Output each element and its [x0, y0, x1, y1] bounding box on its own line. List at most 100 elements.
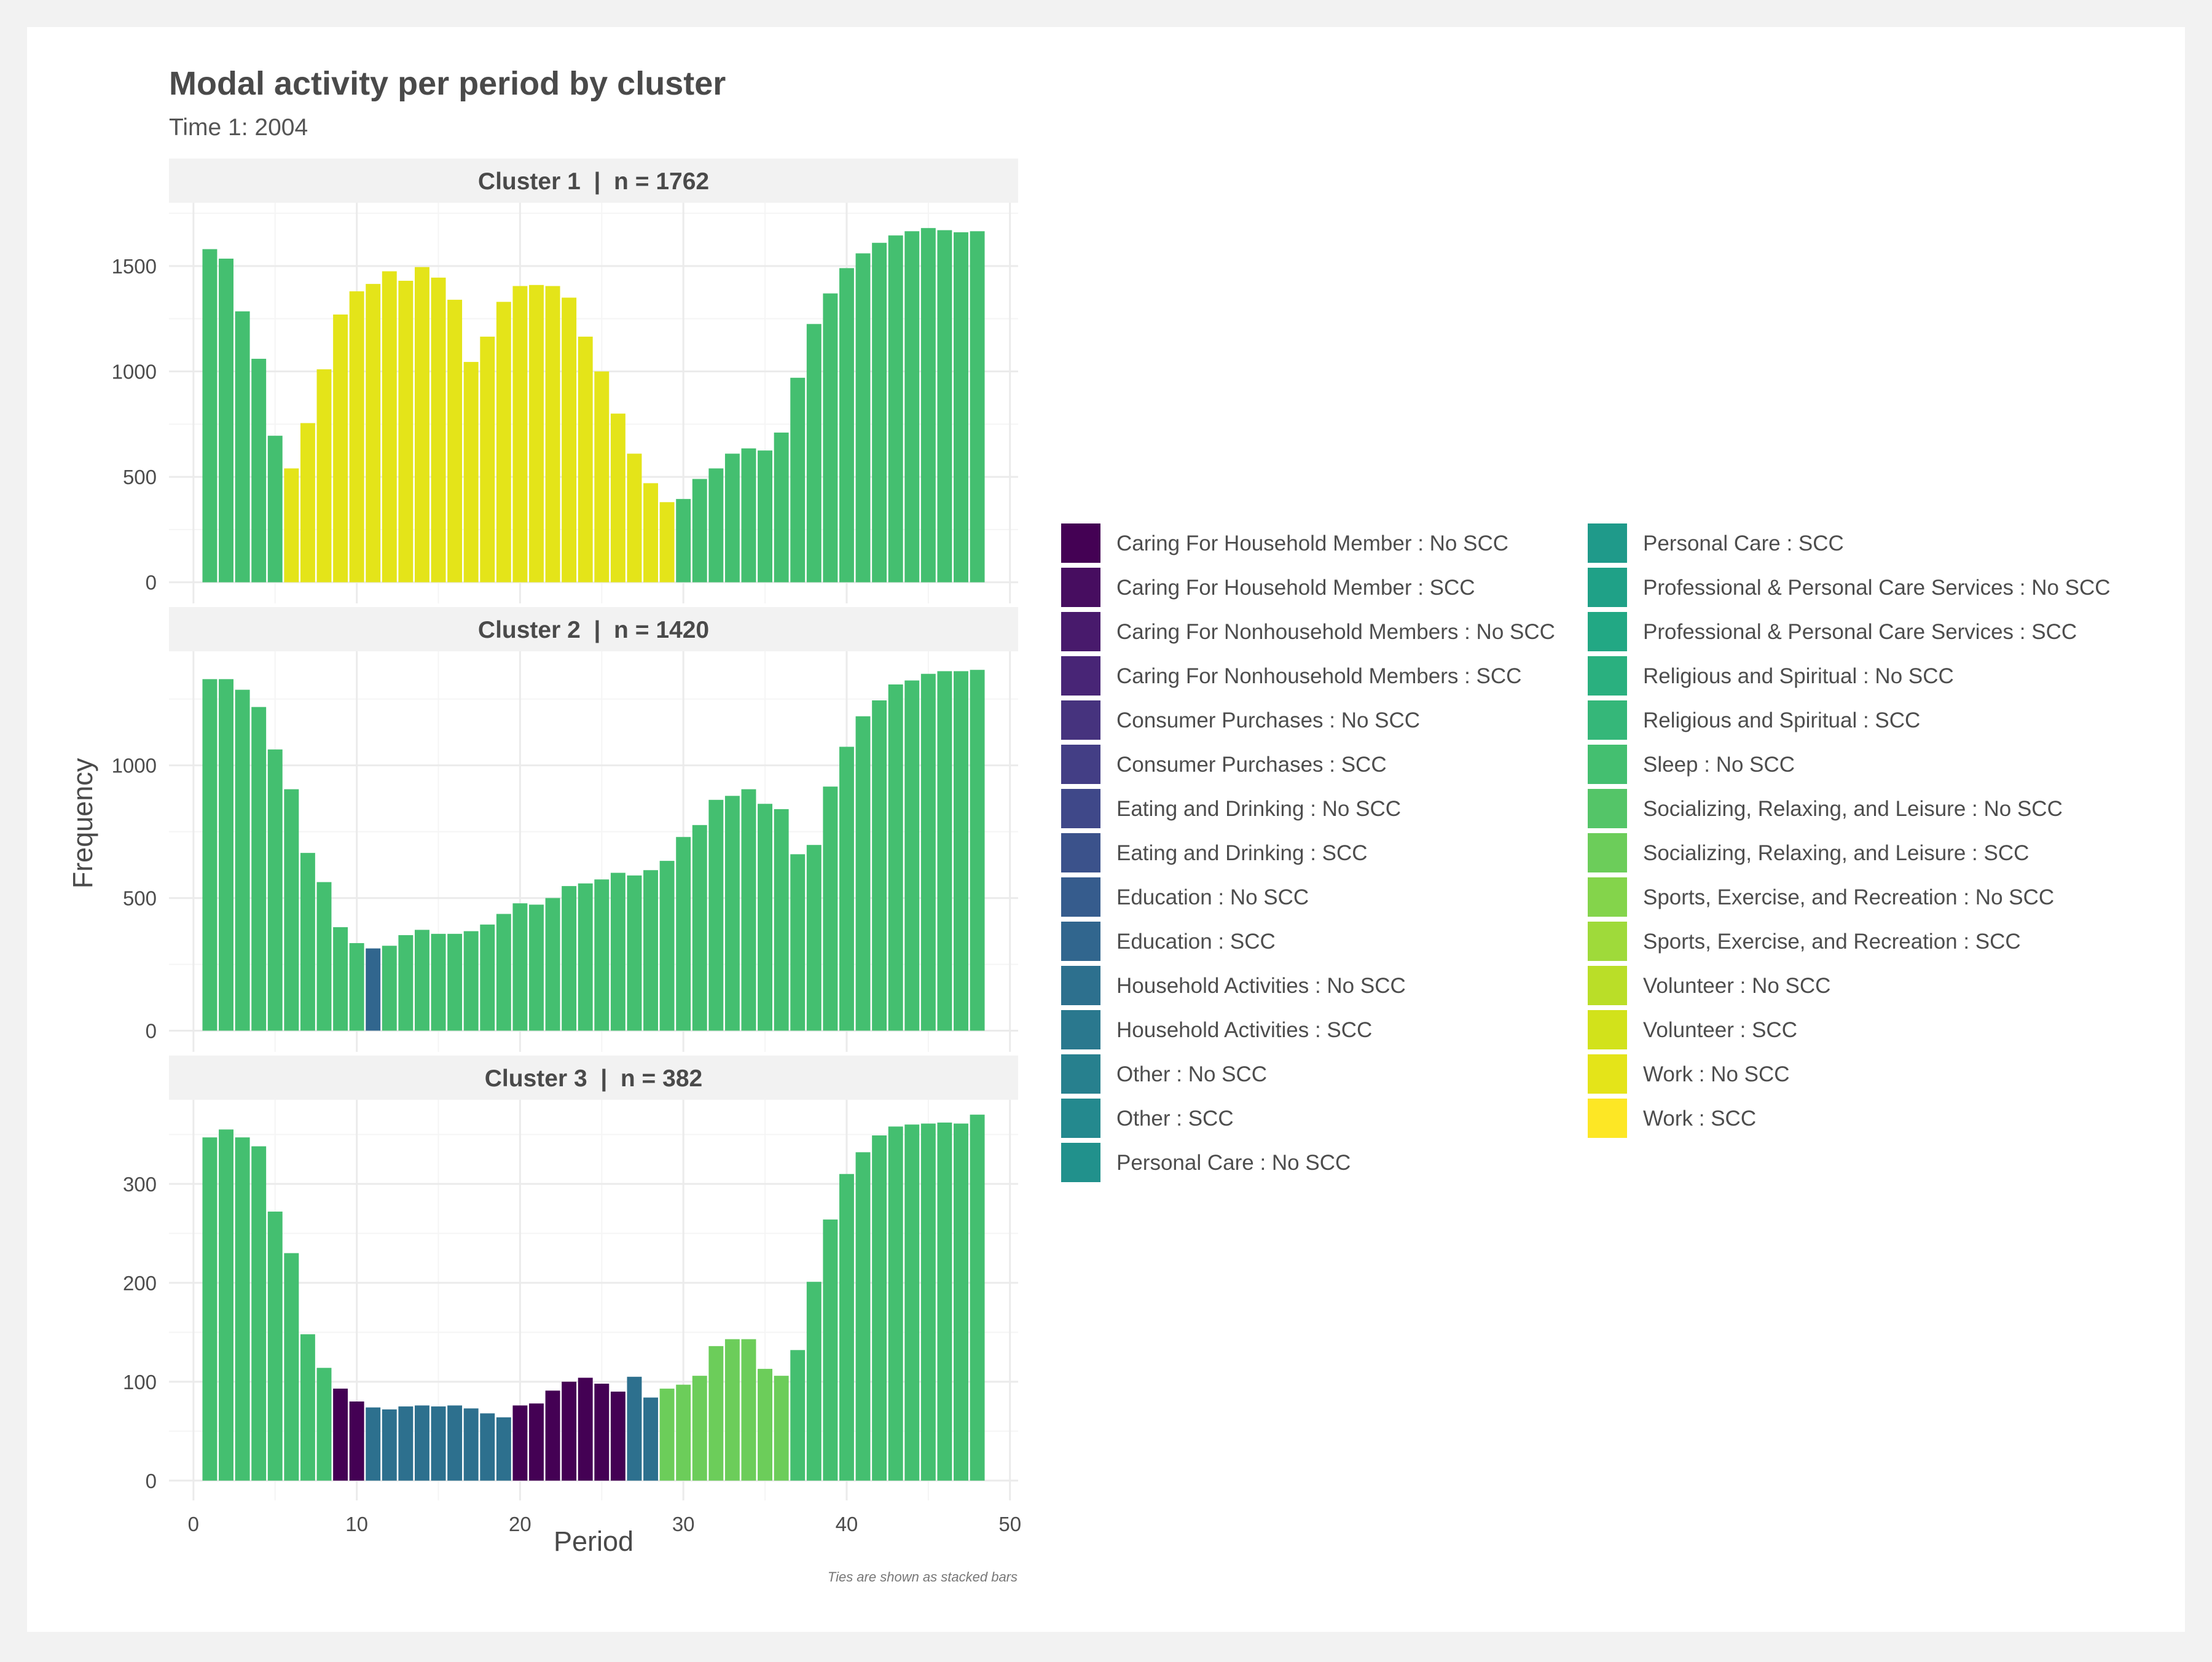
bar: [774, 1376, 789, 1481]
legend-label: Religious and Spiritual : No SCC: [1643, 664, 1954, 688]
bar: [398, 280, 414, 582]
bar: [594, 371, 610, 582]
legend-item: Caring For Nonhousehold Members : SCC: [1061, 656, 1521, 696]
legend-swatch: [1061, 568, 1100, 607]
bar: [284, 468, 299, 582]
legend-swatch: [1061, 700, 1100, 740]
bar: [692, 479, 707, 582]
legend-swatch: [1588, 877, 1627, 917]
bar: [872, 700, 887, 1031]
panel-strip-label: Cluster 1 | n = 1762: [478, 168, 709, 195]
bar: [676, 1384, 691, 1481]
bar: [823, 1219, 838, 1481]
bar: [545, 1390, 560, 1481]
panel-strip-bg: [169, 607, 1018, 651]
bar: [659, 861, 675, 1031]
legend-item: Sleep : No SCC: [1588, 745, 1795, 784]
bar: [349, 291, 364, 582]
legend-item: Sports, Exercise, and Recreation : SCC: [1588, 922, 2021, 961]
bar: [414, 930, 429, 1031]
legend-swatch: [1588, 1054, 1627, 1094]
legend-label: Caring For Nonhousehold Members : No SCC: [1116, 620, 1555, 644]
bar: [267, 436, 283, 582]
chart-subtitle: Time 1: 2004: [169, 114, 308, 141]
bar: [333, 1389, 348, 1481]
bar: [839, 268, 854, 582]
legend-label: Eating and Drinking : SCC: [1116, 841, 1368, 865]
bar: [659, 1389, 675, 1481]
bar: [643, 483, 658, 582]
bar: [447, 933, 463, 1031]
bar: [219, 258, 233, 582]
legend-label: Sports, Exercise, and Recreation : No SC…: [1643, 885, 2054, 909]
bar: [888, 235, 903, 582]
bar: [806, 324, 822, 582]
bar: [741, 1339, 756, 1481]
bar: [594, 1384, 610, 1481]
legend-label: Consumer Purchases : SCC: [1116, 753, 1387, 777]
bar: [382, 271, 397, 582]
bar: [594, 879, 610, 1031]
bar: [659, 502, 675, 582]
bar: [349, 943, 364, 1031]
legend-item: Consumer Purchases : No SCC: [1061, 700, 1420, 740]
legend-label: Household Activities : SCC: [1116, 1018, 1372, 1042]
bar: [366, 1407, 381, 1481]
bar: [872, 243, 887, 582]
legend-item: Other : SCC: [1061, 1099, 1234, 1138]
panel-strip-bg: [169, 159, 1018, 203]
legend-item: Sports, Exercise, and Recreation : No SC…: [1588, 877, 2054, 917]
legend-label: Education : SCC: [1116, 930, 1276, 954]
legend: Caring For Household Member : No SCC Cari…: [1061, 523, 2111, 1182]
legend-item: Education : No SCC: [1061, 877, 1309, 917]
legend-item: Work : No SCC: [1588, 1054, 1790, 1094]
bar: [724, 453, 740, 582]
legend-label: Consumer Purchases : No SCC: [1116, 708, 1420, 732]
bar: [398, 935, 414, 1031]
bar: [545, 286, 560, 582]
legend-swatch: [1061, 1010, 1100, 1049]
bar: [970, 1115, 985, 1481]
bar: [627, 1376, 642, 1481]
bar: [790, 1350, 806, 1481]
y-tick-label: 300: [123, 1173, 157, 1196]
bar: [529, 904, 544, 1031]
x-tick-label: 10: [345, 1513, 368, 1535]
bar: [496, 302, 511, 582]
legend-swatch: [1588, 1010, 1627, 1049]
bar: [235, 311, 250, 582]
y-tick-label: 0: [146, 1019, 157, 1042]
bar: [496, 914, 511, 1031]
legend-item: Caring For Nonhousehold Members : No SCC: [1061, 612, 1555, 651]
bar: [366, 948, 381, 1031]
bar: [349, 1401, 364, 1481]
bar: [610, 1391, 626, 1481]
x-tick-label: 50: [998, 1513, 1021, 1535]
legend-label: Caring For Household Member : SCC: [1116, 576, 1475, 600]
bar: [366, 284, 381, 582]
bar: [202, 1137, 218, 1481]
bar: [741, 789, 756, 1031]
bar: [806, 1282, 822, 1481]
legend-item: Household Activities : SCC: [1061, 1010, 1372, 1049]
legend-item: Personal Care : No SCC: [1061, 1143, 1351, 1182]
bar: [676, 499, 691, 582]
bar: [431, 1406, 446, 1481]
bar: [316, 369, 332, 582]
legend-swatch: [1061, 656, 1100, 696]
y-tick-label: 1500: [112, 255, 157, 278]
panel-strip-label: Cluster 2 | n = 1420: [478, 617, 709, 643]
legend-label: Education : No SCC: [1116, 885, 1309, 909]
bar: [529, 284, 544, 582]
bar: [578, 336, 593, 582]
bar: [839, 747, 854, 1031]
bar: [463, 362, 479, 582]
legend-item: Religious and Spiritual : SCC: [1588, 700, 1920, 740]
legend-label: Sports, Exercise, and Recreation : SCC: [1643, 930, 2021, 954]
legend-item: Professional & Personal Care Services : …: [1588, 612, 2077, 651]
legend-item: Socializing, Relaxing, and Leisure : No …: [1588, 789, 2063, 828]
bar: [562, 1381, 577, 1481]
bar: [316, 1368, 332, 1481]
legend-swatch: [1588, 789, 1627, 828]
